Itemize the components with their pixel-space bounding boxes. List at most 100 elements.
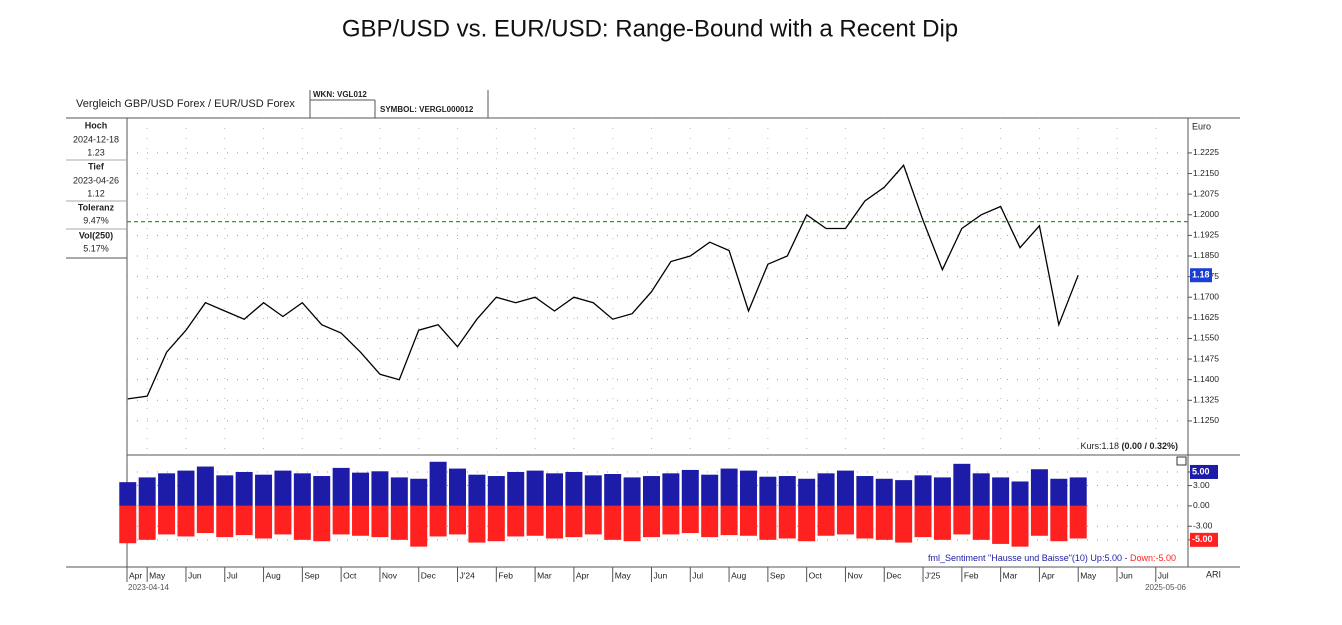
sentiment-bar <box>759 476 777 506</box>
x-tick-label: Aug <box>266 570 281 580</box>
sentiment-bar <box>1050 505 1068 542</box>
y-tick-label: 1.1850 <box>1193 250 1219 260</box>
x-tick-label: Nov <box>847 570 863 580</box>
sentiment-bar <box>681 469 699 506</box>
sentiment-bar <box>449 468 467 506</box>
sentiment-bar <box>429 461 447 506</box>
sentiment-bar <box>836 470 854 506</box>
sentiment-bar <box>875 478 893 506</box>
x-tick-label: Apr <box>1041 570 1054 580</box>
sentiment-bar <box>933 505 951 540</box>
y-tick-label: -3.00 <box>1193 521 1213 531</box>
info-panel: Hoch 2024-12-18 1.23 Tief 2023-04-26 1.1… <box>73 120 119 253</box>
sentiment-bar <box>546 473 564 506</box>
legend-down: Down:-5.00 <box>1130 553 1176 563</box>
sentiment-bar <box>410 505 428 547</box>
sentiment-bar <box>584 475 602 506</box>
sentiment-bar <box>739 505 757 536</box>
sentiment-bar <box>953 505 971 535</box>
y-tick-label: 1.1625 <box>1193 312 1219 322</box>
sentiment-bar <box>992 505 1010 544</box>
sentiment-bar <box>817 505 835 536</box>
chart-frame <box>66 90 1240 582</box>
sentiment-bar <box>933 477 951 506</box>
x-tick-label: Mar <box>537 570 552 580</box>
sentiment-bar <box>953 463 971 506</box>
sentiment-bar <box>1069 477 1087 506</box>
current-price-box <box>1190 268 1212 283</box>
x-tick-label: Nov <box>382 570 398 580</box>
sentiment-bar <box>1069 505 1087 539</box>
sentiment-bar <box>798 505 816 542</box>
x-tick-label: Jun <box>653 570 667 580</box>
price-note: Kurs:1.18 (0.00 / 0.32%) <box>1080 441 1178 451</box>
sentiment-bar <box>720 505 738 536</box>
sentiment-bar <box>235 505 253 536</box>
sentiment-bar <box>352 505 370 536</box>
y-tick-label: 0.00 <box>1193 500 1210 510</box>
y-tick-label: 1.1250 <box>1193 415 1219 425</box>
y-tick-label: 1.2150 <box>1193 168 1219 178</box>
sentiment-bar <box>623 477 641 506</box>
current-price-label: 1.18 <box>1192 270 1210 280</box>
info-value: 2024-12-18 <box>73 134 119 144</box>
sentiment-bar <box>701 474 719 506</box>
sentiment-bar <box>371 505 389 538</box>
sentiment-bar <box>255 505 273 539</box>
x-tick-label: May <box>149 570 166 580</box>
level-label: 5.00 <box>1192 466 1210 476</box>
x-tick-label: May <box>615 570 632 580</box>
sentiment-bar <box>449 505 467 535</box>
sentiment-bar <box>1030 469 1048 506</box>
sentiment-bar <box>739 470 757 506</box>
price-change: (0.00 / 0.32%) <box>1121 441 1178 451</box>
sentiment-bar <box>196 505 214 534</box>
sentiment-bar <box>410 478 428 506</box>
x-tick-label: Feb <box>964 570 979 580</box>
legend: fml_Sentiment "Hausse und Baisse"(10) Up… <box>928 553 1176 563</box>
sentiment-bar <box>681 505 699 534</box>
x-tick-label: Jun <box>1119 570 1133 580</box>
sentiment-bar <box>216 475 234 506</box>
sentiment-bar <box>642 505 660 538</box>
x-tick-label: Dec <box>421 570 437 580</box>
sentiment-bar <box>604 474 622 506</box>
sentiment-bar <box>119 505 137 544</box>
x-tick-label: Sep <box>304 570 319 580</box>
close-box[interactable] <box>1176 456 1187 466</box>
sentiment-bar <box>1050 478 1068 506</box>
info-value: 2023-04-26 <box>73 175 119 185</box>
x-tick-label: J'25 <box>925 570 941 580</box>
sentiment-bar <box>196 466 214 506</box>
level-label: -5.00 <box>1192 534 1213 544</box>
info-label: Hoch <box>85 120 108 130</box>
header-symbol: SYMBOL: VERGL000012 <box>380 105 474 114</box>
sentiment-bar <box>255 474 273 506</box>
sentiment-bar <box>856 476 874 506</box>
x-tick-label: Jul <box>1158 570 1169 580</box>
sentiment-bar <box>216 505 234 538</box>
x-tick-label: Oct <box>809 570 823 580</box>
x-tick-label: Dec <box>886 570 902 580</box>
sentiment-bar <box>526 470 544 506</box>
sentiment-bar <box>158 505 176 535</box>
sentiment-bar <box>526 505 544 536</box>
sentiment-bar <box>119 482 137 506</box>
sentiment-bar <box>856 505 874 539</box>
sentiment-bar <box>177 470 195 506</box>
x-tick-label: Apr <box>129 570 142 580</box>
source: ARI <box>1206 569 1221 579</box>
sentiment-bar <box>759 505 777 540</box>
sentiment-bar <box>778 476 796 506</box>
sentiment-bar <box>177 505 195 537</box>
sentiment-bar <box>565 471 583 506</box>
unit-label: Euro <box>1192 121 1211 131</box>
sentiment-bar <box>1011 481 1029 506</box>
sentiment-bar <box>972 505 990 540</box>
sentiment-bar <box>332 467 350 506</box>
sentiment-bar <box>138 477 156 506</box>
sentiment-bar <box>487 476 505 506</box>
sentiment-bar <box>293 505 311 540</box>
y-tick-label: 1.1400 <box>1193 374 1219 384</box>
